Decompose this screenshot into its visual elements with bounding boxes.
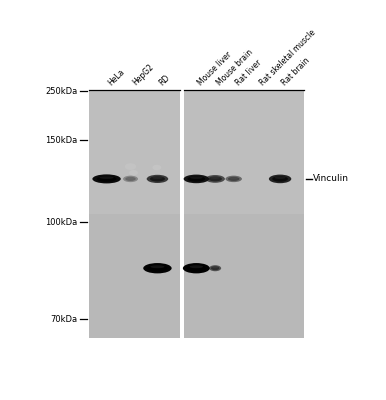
Text: 250kDa: 250kDa	[45, 87, 77, 96]
Ellipse shape	[147, 175, 168, 183]
Ellipse shape	[147, 265, 168, 272]
Text: Vinculin: Vinculin	[313, 174, 349, 183]
Ellipse shape	[205, 175, 225, 183]
Text: Rat brain: Rat brain	[280, 56, 312, 87]
Bar	[185, 90, 304, 338]
Ellipse shape	[129, 170, 138, 176]
Text: Mouse brain: Mouse brain	[215, 48, 255, 87]
Ellipse shape	[228, 177, 239, 181]
Ellipse shape	[96, 176, 117, 182]
Bar	[185, 90, 304, 214]
Ellipse shape	[190, 265, 203, 268]
Text: HepG2: HepG2	[130, 62, 155, 87]
Ellipse shape	[150, 176, 165, 182]
Ellipse shape	[183, 263, 210, 273]
Ellipse shape	[188, 176, 205, 182]
Text: Mouse liver: Mouse liver	[196, 50, 234, 87]
Text: Rat liver: Rat liver	[234, 58, 263, 87]
Bar	[89, 90, 180, 214]
Ellipse shape	[100, 176, 114, 179]
Ellipse shape	[125, 163, 136, 170]
Text: 70kDa: 70kDa	[50, 314, 77, 324]
Ellipse shape	[272, 176, 288, 182]
Text: 150kDa: 150kDa	[45, 136, 77, 145]
Ellipse shape	[152, 165, 161, 170]
Ellipse shape	[190, 176, 203, 179]
Ellipse shape	[274, 176, 286, 179]
Ellipse shape	[150, 265, 164, 268]
Ellipse shape	[269, 174, 291, 183]
Text: 100kDa: 100kDa	[45, 218, 77, 226]
Ellipse shape	[123, 176, 138, 182]
Text: RD: RD	[157, 73, 172, 87]
Bar	[89, 90, 180, 338]
Ellipse shape	[225, 176, 242, 182]
Ellipse shape	[184, 174, 209, 183]
Ellipse shape	[187, 265, 206, 272]
Ellipse shape	[211, 266, 219, 270]
Ellipse shape	[152, 176, 163, 179]
Ellipse shape	[125, 177, 136, 181]
Text: Rat skeletal muscle: Rat skeletal muscle	[258, 28, 317, 87]
Ellipse shape	[92, 174, 121, 184]
Ellipse shape	[208, 176, 222, 181]
Ellipse shape	[143, 263, 172, 273]
Text: HeLa: HeLa	[107, 67, 127, 87]
Ellipse shape	[209, 265, 221, 271]
